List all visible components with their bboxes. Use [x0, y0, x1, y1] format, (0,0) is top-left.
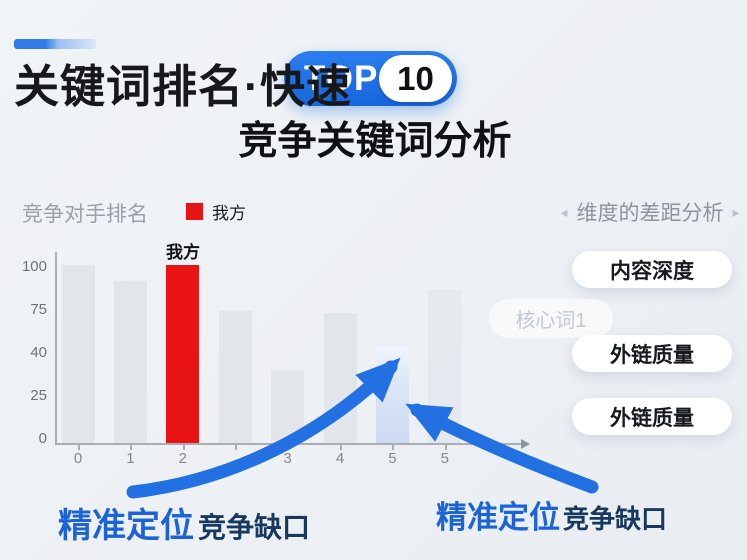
y-axis-label: 100	[21, 258, 47, 275]
callout-left: 精准定位 竞争缺口	[58, 498, 310, 547]
top10-badge: TOP 10	[284, 51, 457, 106]
chart-bar-1	[113, 281, 147, 443]
x-axis-label: 2	[178, 450, 187, 467]
chart-title: 竞争对手排名	[22, 203, 148, 226]
x-axis-label: 5	[440, 450, 449, 467]
x-tick	[235, 445, 238, 450]
callout-right: 精准定位 竞争缺口	[436, 492, 667, 537]
page-title: 关键词排名·快速	[14, 61, 352, 112]
chart-bar-3	[218, 311, 252, 443]
callout-right-normal: 竞争缺口	[563, 504, 668, 534]
chevron-left-icon[interactable]: ◂	[560, 203, 568, 220]
panel-header-label: 维度的差距分析	[576, 202, 724, 225]
y-axis-label: 75	[30, 301, 47, 318]
tag-button-backlink-quality-2[interactable]: 外链质量	[572, 398, 732, 435]
page-subtitle: 竞争关键词分析	[238, 120, 512, 163]
legend-swatch-red	[186, 203, 203, 220]
our-bar-annotation: 我方	[166, 243, 200, 262]
badge-top-label: TOP	[304, 59, 379, 98]
tag-button-content-depth[interactable]: 内容深度	[572, 251, 732, 288]
chart-bar-5	[323, 313, 357, 443]
title-accent-bar	[14, 39, 96, 49]
callout-left-strong: 精准定位	[58, 507, 194, 545]
chart-bar-2	[166, 265, 200, 443]
y-axis-label: 0	[38, 430, 47, 447]
badge-number: 10	[379, 55, 452, 102]
x-axis-label: 0	[73, 450, 83, 467]
chart-legend: 我方	[186, 199, 246, 224]
dimension-panel-header: ◂ 维度的差距分析 ▸	[552, 197, 747, 227]
x-axis-label: 1	[126, 450, 135, 467]
chart-bar-0	[61, 265, 95, 443]
chart-bar-7	[428, 289, 462, 443]
x-axis-arrow-icon	[521, 439, 530, 449]
chevron-right-icon[interactable]: ▸	[732, 203, 740, 220]
plot-area: 0 1 2 3 4 5 5 100 75 40 25 0	[22, 252, 530, 467]
x-axis-label: 3	[283, 450, 292, 467]
x-axis-label: 4	[335, 450, 345, 467]
y-axis-label: 40	[30, 344, 47, 361]
legend-label: 我方	[212, 204, 246, 223]
core-word-ghost-tag: 核心词1	[489, 299, 613, 338]
chart-bar-4	[271, 370, 305, 443]
x-axis-label: 5	[388, 450, 397, 467]
chart-bar-6	[375, 346, 409, 443]
callout-right-strong: 精准定位	[436, 500, 560, 535]
callout-left-normal: 竞争缺口	[198, 512, 311, 543]
y-axis-label: 25	[30, 387, 47, 404]
y-axis-line	[55, 252, 57, 444]
tag-button-backlink-quality-1[interactable]: 外链质量	[572, 335, 732, 372]
x-tick	[78, 445, 80, 450]
